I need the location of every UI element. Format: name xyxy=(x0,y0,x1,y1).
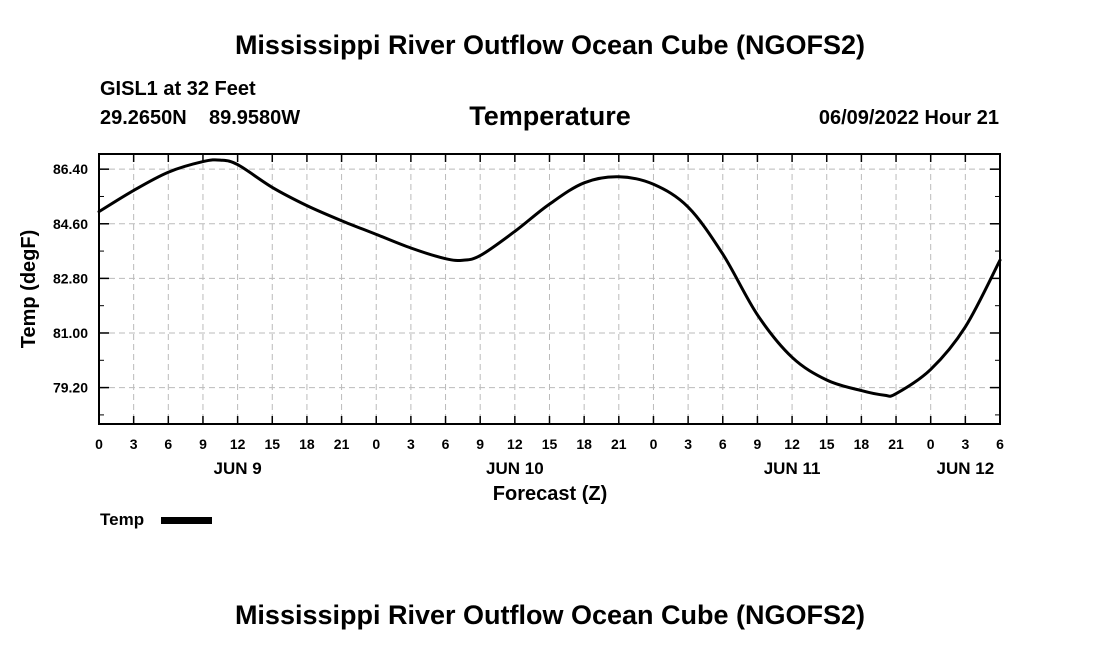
x-tick-label: 18 xyxy=(299,436,315,452)
y-tick-label: 82.80 xyxy=(53,270,88,286)
station-label: GISL1 at 32 Feet xyxy=(100,78,256,100)
x-tick-label: 3 xyxy=(407,436,415,452)
x-tick-label: 0 xyxy=(927,436,935,452)
y-tick-label: 84.60 xyxy=(53,216,88,232)
forecast-timestamp: 06/09/2022 Hour 21 xyxy=(819,107,999,129)
x-tick-label: 0 xyxy=(372,436,380,452)
x-tick-label: 18 xyxy=(576,436,592,452)
y-axis-label: Temp (degF) xyxy=(18,230,40,349)
plot-frame xyxy=(98,153,1001,425)
x-tick-label: 3 xyxy=(961,436,969,452)
x-tick-label: 0 xyxy=(95,436,103,452)
date-labels: JUN 9 JUN 10 JUN 11 JUN 12 xyxy=(214,459,995,478)
x-tick-label: 21 xyxy=(611,436,627,452)
x-tick-label: 6 xyxy=(442,436,450,452)
grid-lines xyxy=(99,154,1000,424)
x-tick-label: 6 xyxy=(996,436,1004,452)
temp-series-line xyxy=(97,158,1002,398)
x-tick-label: 6 xyxy=(164,436,172,452)
latitude-label: 29.2650N xyxy=(100,107,187,129)
x-tick-label: 3 xyxy=(130,436,138,452)
x-tick-label: 12 xyxy=(230,436,246,452)
x-tick-label: 9 xyxy=(476,436,484,452)
chart-main-title: Mississippi River Outflow Ocean Cube (NG… xyxy=(235,30,865,60)
x-tick-label: 0 xyxy=(650,436,658,452)
footer-title: Mississippi River Outflow Ocean Cube (NG… xyxy=(235,600,865,630)
date-label: JUN 9 xyxy=(214,459,262,478)
date-label: JUN 11 xyxy=(764,459,821,478)
x-axis-label: Forecast (Z) xyxy=(493,483,607,505)
x-tick-label: 15 xyxy=(542,436,558,452)
x-tick-label: 6 xyxy=(719,436,727,452)
x-tick-label: 12 xyxy=(784,436,800,452)
x-tick-label: 21 xyxy=(888,436,904,452)
x-tick-label: 3 xyxy=(684,436,692,452)
legend-swatch-temp xyxy=(161,517,212,524)
x-tick-label: 9 xyxy=(754,436,762,452)
x-tick-labels: 0 3 6 9 12 15 18 21 0 3 6 9 12 15 18 21 0 3 6 9 12 15 18 21 0 3 6 xyxy=(95,436,1004,452)
y-tick-label: 86.40 xyxy=(53,161,88,177)
longitude-label: 89.9580W xyxy=(209,107,300,129)
date-label: JUN 12 xyxy=(937,459,995,478)
y-tick-label: 81.00 xyxy=(53,325,88,341)
x-tick-label: 15 xyxy=(264,436,280,452)
x-tick-label: 12 xyxy=(507,436,523,452)
chart-subtitle: Temperature xyxy=(469,101,631,131)
y-tick-labels: 79.20 81.00 82.80 84.60 86.40 xyxy=(53,161,88,395)
x-tick-label: 15 xyxy=(819,436,835,452)
x-tick-label: 21 xyxy=(334,436,350,452)
legend-label-temp: Temp xyxy=(100,510,144,529)
x-tick-label: 9 xyxy=(199,436,207,452)
x-tick-label: 18 xyxy=(854,436,870,452)
y-tick-label: 79.20 xyxy=(53,380,88,396)
date-label: JUN 10 xyxy=(486,459,544,478)
legend: Temp xyxy=(100,510,212,529)
